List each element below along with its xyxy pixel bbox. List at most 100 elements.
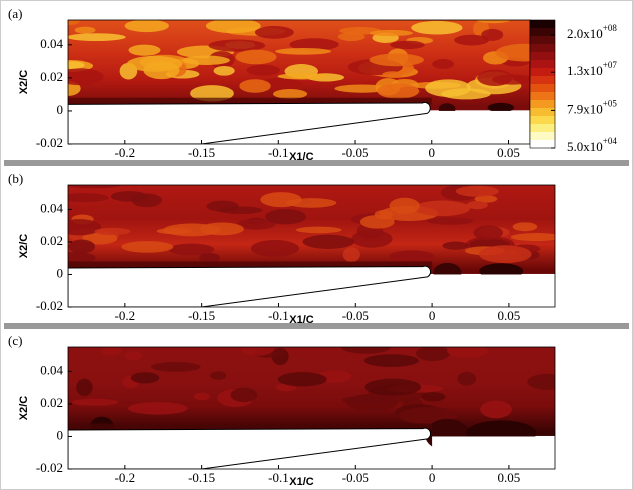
y-tick-label: 0 — [57, 102, 64, 117]
wake-blank — [432, 274, 555, 307]
airfoil — [68, 101, 431, 144]
contour-band — [239, 79, 271, 93]
contour-band — [127, 402, 188, 415]
contour-band — [478, 245, 532, 264]
panel-label: (b) — [8, 171, 23, 186]
y-tick-label: -0.02 — [36, 135, 63, 150]
contour-band — [295, 226, 342, 234]
contour-band — [364, 354, 419, 367]
contour-band — [377, 83, 420, 99]
contour-band — [68, 239, 96, 254]
contour-band — [208, 39, 266, 52]
contour-band — [250, 239, 299, 257]
contour-band — [254, 25, 294, 39]
contour-band — [260, 192, 302, 208]
contour-band — [457, 372, 477, 386]
contour-band — [474, 195, 498, 203]
panel-label: (c) — [8, 333, 22, 348]
contour-band — [240, 347, 275, 356]
wall-layer — [68, 423, 433, 430]
contour-band — [210, 371, 227, 380]
colorbar-swatch — [530, 44, 555, 53]
contour-band — [341, 395, 397, 404]
x-tick-label: -0.05 — [341, 145, 368, 160]
contour-band — [446, 347, 489, 358]
contour-band — [76, 378, 93, 397]
contour-field — [68, 185, 555, 307]
colorbar-label-base: 7.9x10 — [567, 101, 603, 116]
contour-band — [74, 26, 96, 34]
x-axis-label: X1/C — [289, 151, 314, 163]
x-tick-label: 0 — [429, 470, 436, 485]
contour-band — [369, 53, 424, 67]
contour-band — [421, 392, 446, 402]
contour-band — [364, 378, 421, 396]
colorbar-label-exponent: +05 — [603, 98, 618, 108]
contour-band — [302, 234, 355, 249]
contour-band — [126, 55, 183, 72]
colorbar-swatch — [530, 20, 555, 29]
contour-band — [124, 20, 170, 33]
contour-band — [454, 34, 490, 46]
contour-band — [193, 392, 211, 401]
colorbar-swatch — [530, 60, 555, 69]
colorbar-swatch — [530, 76, 555, 85]
x-tick-label: -0.15 — [188, 145, 215, 160]
contour-band — [455, 185, 499, 197]
colorbar-label-exponent: +07 — [603, 60, 618, 70]
wall-layer — [68, 261, 433, 268]
x-tick-label: -0.2 — [115, 470, 136, 485]
contour-band — [100, 347, 123, 356]
contour-band — [213, 65, 235, 76]
contour-band — [68, 20, 80, 25]
contour-band — [389, 197, 420, 215]
colorbar-label-base: 2.0x10 — [567, 26, 603, 41]
contour-band — [130, 372, 160, 384]
contour-band — [510, 233, 555, 242]
colorbar-swatch — [530, 36, 555, 45]
x-tick-label: -0.2 — [115, 308, 136, 323]
x-tick-label: 0 — [429, 308, 436, 323]
contour-band — [68, 193, 109, 203]
colorbar-swatch — [530, 116, 555, 125]
contour-band — [151, 362, 201, 372]
contour-band — [289, 38, 339, 51]
contour-band — [68, 252, 96, 264]
colorbar-swatch — [530, 132, 555, 141]
colorbar-label: 1.3x10+07 — [567, 60, 617, 78]
y-tick-label: 0.04 — [40, 36, 63, 51]
y-axis-label: X2/C — [18, 70, 30, 95]
contour-band — [230, 387, 258, 403]
colorbar-swatch — [530, 92, 555, 101]
x-tick-label: -0.2 — [114, 145, 135, 160]
plot-frame — [67, 346, 556, 470]
contour-band — [110, 191, 148, 202]
contour-band — [369, 29, 414, 37]
contour-band — [341, 347, 391, 354]
colorbar-swatch — [530, 100, 555, 109]
y-tick-label: 0.02 — [40, 395, 63, 410]
x-tick-label: 0.05 — [497, 145, 520, 160]
x-tick-label: 0.05 — [498, 308, 521, 323]
colorbar-label: 7.9x10+05 — [567, 98, 617, 116]
contour-band — [68, 68, 104, 86]
contour-band — [416, 347, 450, 362]
contour-band — [512, 222, 538, 232]
colorbar-swatch — [530, 28, 555, 37]
airfoil — [68, 427, 432, 469]
contour-band — [342, 247, 360, 263]
contour-band — [206, 200, 239, 212]
wake-blank — [432, 436, 555, 469]
y-tick-label: 0.02 — [40, 233, 63, 248]
colorbar-label-exponent: +04 — [603, 136, 618, 146]
colorbar-swatch — [530, 84, 555, 93]
x-tick-label: -0.15 — [188, 308, 215, 323]
contour-band — [432, 59, 454, 70]
colorbar-swatch — [530, 52, 555, 61]
contour-band — [68, 61, 85, 69]
wake-blank — [431, 110, 530, 144]
x-axis-label: X1/C — [289, 314, 314, 326]
contour-band — [492, 74, 530, 85]
x-tick-label: -0.05 — [342, 308, 369, 323]
x-tick-label: -0.1 — [268, 145, 289, 160]
